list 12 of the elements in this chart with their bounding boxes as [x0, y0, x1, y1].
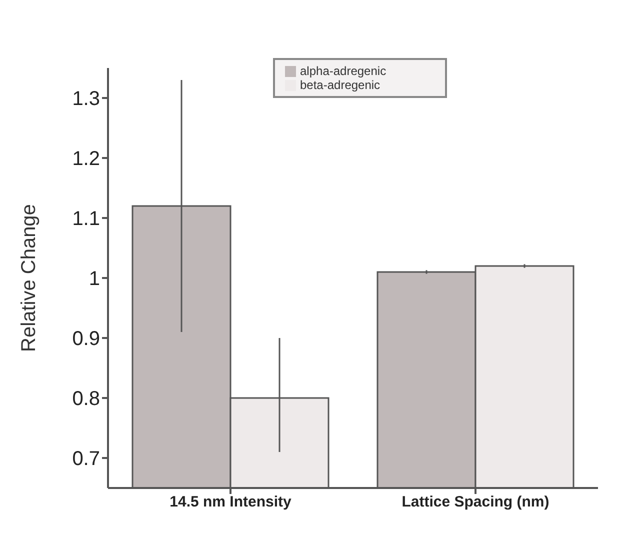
legend-label: beta-adregenic	[300, 78, 380, 92]
y-tick-label: 0.7	[72, 448, 100, 470]
y-tick-label: 1.3	[72, 88, 100, 110]
y-axis-title: Relative Change	[18, 204, 40, 352]
y-tick-label: 0.8	[72, 388, 100, 410]
x-tick-label: 14.5 nm Intensity	[170, 494, 292, 511]
y-tick-label: 0.9	[72, 328, 100, 350]
x-tick-label: Lattice Spacing (nm)	[402, 494, 550, 511]
y-tick-label: 1.2	[72, 148, 100, 170]
y-tick-label: 1	[88, 268, 100, 290]
y-tick-label: 1.1	[72, 208, 100, 230]
legend-label: alpha-adregenic	[300, 64, 386, 78]
